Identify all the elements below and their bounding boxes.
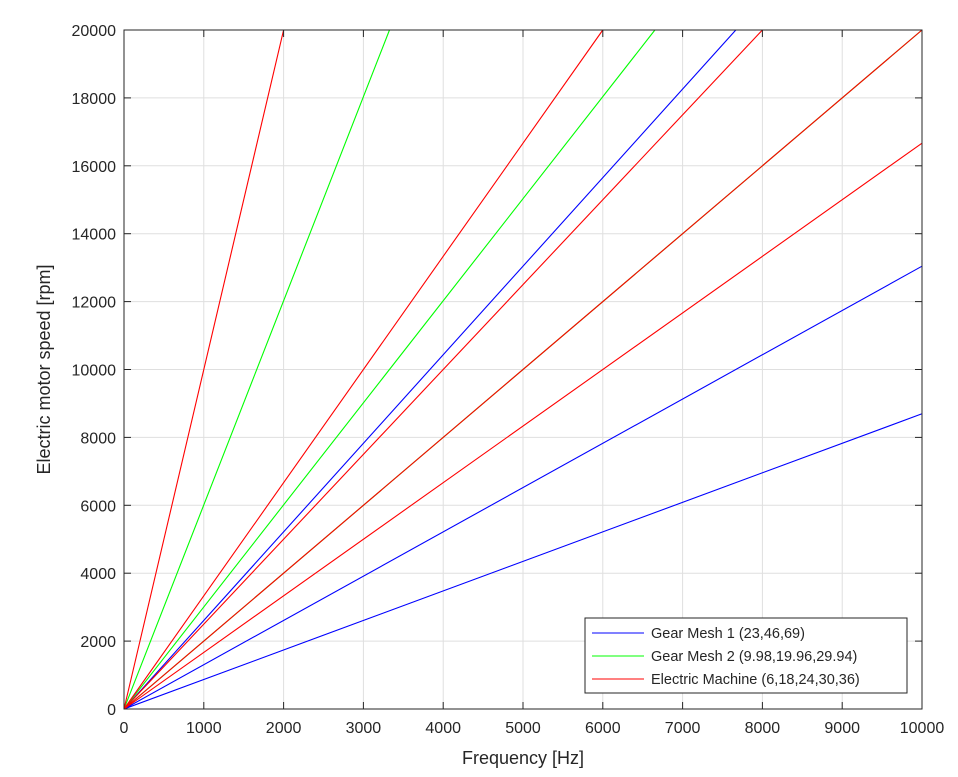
x-tick-label: 5000: [505, 720, 541, 737]
x-tick-label: 10000: [900, 720, 945, 737]
legend-entry-electric-machine: Electric Machine (6,18,24,30,36): [651, 672, 860, 688]
series-line-group-3-3: [123, 29, 763, 710]
legend: Gear Mesh 1 (23,46,69) Gear Mesh 2 (9.98…: [584, 617, 908, 694]
series-line-group-1-3: [123, 413, 923, 710]
y-axis-label: Electric motor speed [rpm]: [34, 264, 54, 474]
y-tick-label: 8000: [80, 430, 116, 447]
y-tick-label: 16000: [72, 159, 117, 176]
x-tick-label: 0: [120, 720, 129, 737]
y-tick-label: 14000: [72, 227, 117, 244]
series-line-group-1-1: [123, 29, 737, 710]
y-tick-label: 18000: [72, 91, 117, 108]
x-tick-label: 6000: [585, 720, 621, 737]
series-line-group-2-2: [123, 29, 656, 710]
x-tick-label: 1000: [186, 720, 222, 737]
y-tick-label: 20000: [72, 23, 117, 40]
series-line-group-1-2: [123, 265, 923, 710]
x-tick-label: 4000: [425, 720, 461, 737]
y-tick-label: 0: [107, 702, 116, 719]
y-tick-label: 6000: [80, 498, 116, 515]
x-tick-label: 3000: [346, 720, 382, 737]
y-tick-label: 10000: [72, 363, 117, 380]
y-tick-label: 4000: [80, 566, 116, 583]
y-tick-label: 12000: [72, 295, 117, 312]
series-line-group-3-2: [123, 29, 604, 710]
series-line-group-2-1: [123, 29, 391, 710]
ticks: 0 1000 2000 3000 4000 5000 6000 7000 8000 9000 100…: [72, 23, 945, 737]
x-axis-label: Frequency [Hz]: [462, 748, 584, 768]
x-tick-label: 8000: [745, 720, 781, 737]
series-lines: [123, 29, 923, 710]
legend-entry-gear-mesh-2: Gear Mesh 2 (9.98,19.96,29.94): [651, 649, 857, 665]
y-tick-label: 2000: [80, 634, 116, 651]
x-tick-label: 7000: [665, 720, 701, 737]
series-line-group-3-4: [123, 29, 923, 710]
series-line-group-3-5: [123, 142, 923, 710]
x-tick-label: 9000: [824, 720, 860, 737]
x-tick-label: 2000: [266, 720, 302, 737]
series-line-group-3-1: [123, 29, 285, 710]
legend-entry-gear-mesh-1: Gear Mesh 1 (23,46,69): [651, 626, 805, 642]
